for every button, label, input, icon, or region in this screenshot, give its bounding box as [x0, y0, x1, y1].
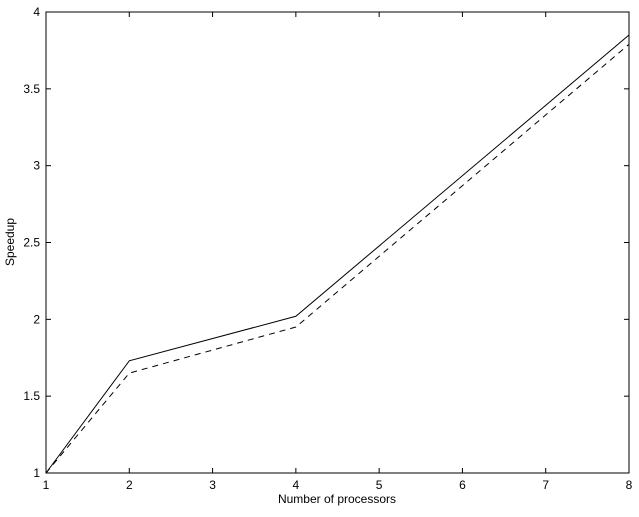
plot-frame: [45, 11, 630, 474]
y-tick-label: 3: [33, 159, 40, 173]
y-tick-label: 3.5: [23, 82, 40, 96]
y-tick-label: 2.5: [23, 236, 40, 250]
x-axis-label: Number of processors: [278, 492, 396, 506]
x-tick-label: 3: [209, 478, 216, 492]
y-tick-label: 1.5: [23, 389, 40, 403]
y-tick-label: 4: [33, 5, 40, 19]
x-tick-label: 1: [43, 478, 50, 492]
series-line-solid: [45, 34, 630, 474]
x-tick-label: 5: [376, 478, 383, 492]
x-tick-label: 2: [126, 478, 133, 492]
y-axis-label: Speedup: [3, 218, 17, 266]
x-tick-label: 6: [459, 478, 466, 492]
x-tick-label: 8: [626, 478, 633, 492]
y-tick-label: 1: [33, 466, 40, 480]
series-line-dashed: [45, 43, 630, 474]
x-tick-label: 4: [293, 478, 300, 492]
x-tick-label: 7: [542, 478, 549, 492]
y-tick-label: 2: [33, 312, 40, 326]
